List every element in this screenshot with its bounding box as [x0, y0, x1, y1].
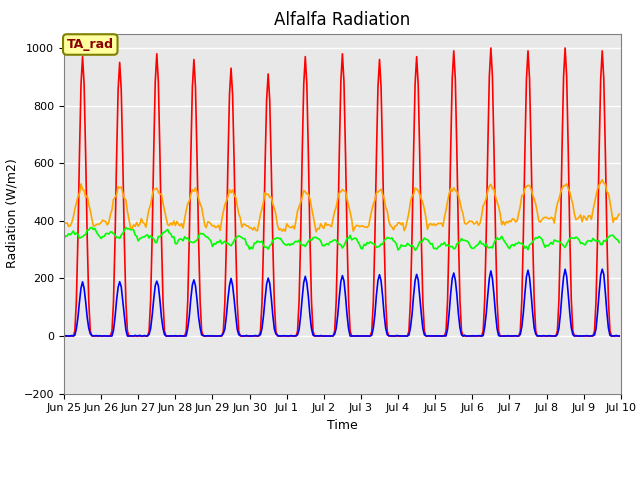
- LWin: [60, 236, 68, 241]
- SWin: [60, 333, 68, 339]
- Y-axis label: Radiation (W/m2): Radiation (W/m2): [5, 159, 18, 268]
- LWout: [128, 226, 136, 231]
- LWout: [303, 191, 310, 197]
- Title: Alfalfa Radiation: Alfalfa Radiation: [275, 11, 410, 29]
- LWin: [227, 243, 235, 249]
- LWin: [255, 239, 263, 245]
- X-axis label: Time: Time: [327, 419, 358, 432]
- LWin: [246, 246, 253, 252]
- LWout: [586, 213, 594, 218]
- LWout: [244, 223, 252, 229]
- Text: TA_rad: TA_rad: [67, 38, 114, 51]
- SWin: [586, 333, 594, 339]
- SWout: [584, 333, 592, 339]
- SWout: [244, 333, 252, 339]
- LWout: [616, 211, 623, 217]
- SWin: [616, 333, 623, 339]
- LWin: [130, 227, 138, 233]
- LWin: [588, 239, 595, 244]
- Line: LWout: LWout: [64, 180, 620, 232]
- SWin: [244, 333, 252, 339]
- Line: SWout: SWout: [64, 269, 620, 336]
- SWout: [128, 333, 136, 339]
- SWin: [487, 45, 495, 51]
- LWin: [88, 225, 96, 230]
- SWout: [226, 283, 234, 288]
- Legend: SWin, SWout, LWin, LWout: SWin, SWout, LWin, LWout: [170, 479, 515, 480]
- Line: SWin: SWin: [64, 48, 620, 336]
- SWin: [128, 333, 136, 339]
- SWout: [598, 266, 606, 272]
- LWout: [598, 177, 606, 182]
- LWout: [60, 219, 68, 225]
- SWin: [226, 92, 234, 97]
- LWout: [226, 187, 234, 192]
- Line: LWin: LWin: [64, 228, 620, 250]
- LWin: [412, 247, 419, 253]
- SWout: [616, 333, 623, 339]
- SWout: [60, 333, 68, 339]
- LWout: [312, 229, 320, 235]
- SWout: [303, 280, 310, 286]
- LWin: [616, 240, 623, 245]
- LWout: [253, 228, 261, 234]
- SWout: [253, 333, 261, 339]
- LWin: [305, 239, 312, 244]
- SWin: [253, 333, 261, 339]
- SWin: [303, 81, 310, 87]
